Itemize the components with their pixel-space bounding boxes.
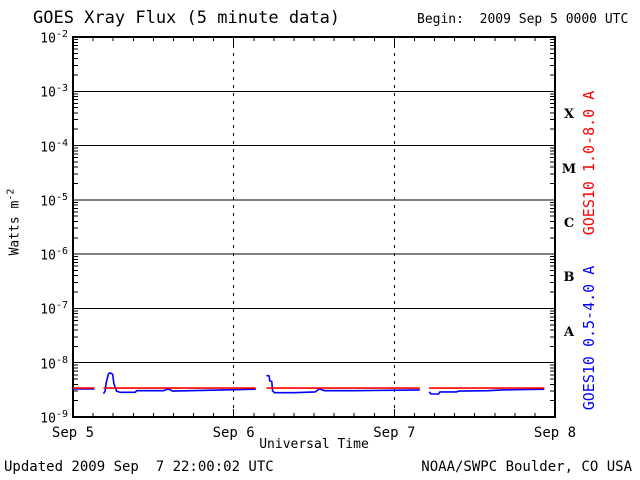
- source-attribution: NOAA/SWPC Boulder, CO USA: [421, 459, 632, 475]
- short-channel-label: GOES10 0.5-4.0 A: [580, 265, 598, 411]
- flare-class-letter: M: [561, 161, 577, 177]
- y-tick-label: 10-4: [40, 137, 68, 155]
- x-tick-label: Sep 6: [212, 425, 255, 441]
- x-tick-label: Sep 7: [373, 425, 416, 441]
- y-tick-label: 10-3: [40, 83, 68, 101]
- y-axis-label-exponent: -2: [5, 188, 17, 201]
- y-tick-label: 10-7: [40, 300, 68, 318]
- y-axis-label: Watts m-2: [5, 189, 22, 256]
- plot-frame: [72, 36, 556, 418]
- x-axis-label: Universal Time: [259, 437, 369, 452]
- chart-title: GOES Xray Flux (5 minute data): [33, 8, 341, 28]
- flux-trace-short: [102, 372, 256, 395]
- flare-class-letter: B: [563, 270, 575, 286]
- flare-class-letter: X: [563, 107, 575, 123]
- flare-class-letter: A: [563, 324, 575, 340]
- x-tick-label: Sep 8: [533, 425, 577, 441]
- flare-class-letter: C: [563, 216, 575, 231]
- x-tick-label: Sep 5: [51, 425, 95, 441]
- y-tick-label: 10-6: [40, 246, 68, 264]
- flux-trace-short: [266, 374, 420, 394]
- flux-trace-short: [428, 388, 545, 395]
- y-tick-label: 10-8: [40, 354, 68, 373]
- y-tick-label: 10-9: [40, 409, 68, 427]
- y-tick-label: 10-2: [40, 29, 68, 47]
- long-channel-label: GOES10 1.0-8.0 A: [580, 90, 598, 236]
- y-axis-label-text: Watts m: [7, 200, 23, 256]
- begin-time-label: Begin: 2009 Sep 5 0000 UTC: [417, 12, 629, 27]
- y-tick-label: 10-5: [40, 191, 68, 210]
- updated-timestamp: Updated 2009 Sep 7 22:00:02 UTC: [4, 459, 274, 475]
